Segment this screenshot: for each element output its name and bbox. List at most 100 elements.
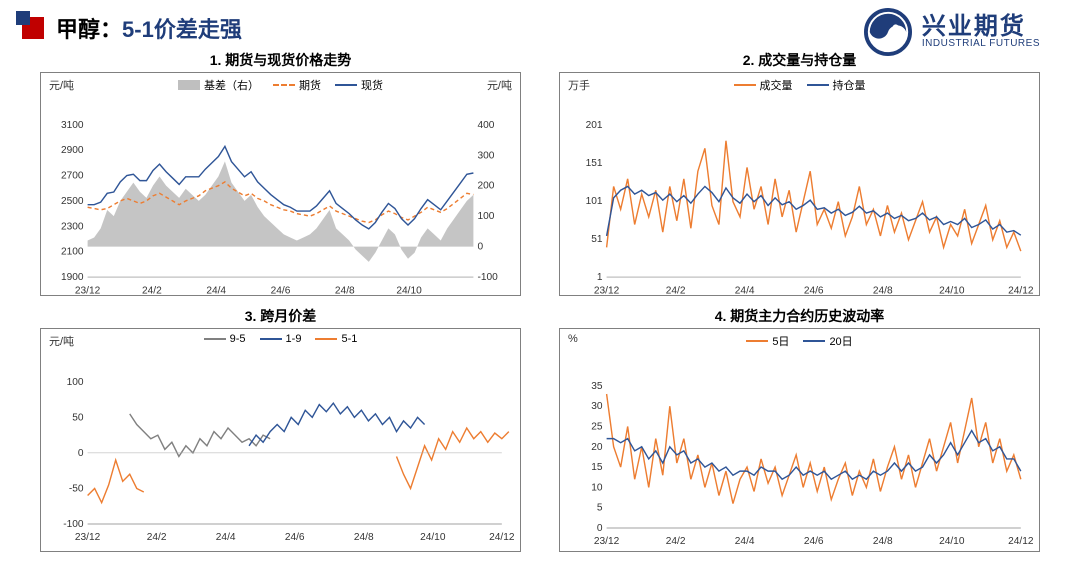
brand-logo: 兴业期货 INDUSTRIAL FUTURES [864,8,1040,56]
chart4-unit-left: % [568,333,578,345]
chart3-plot: -100 -50 0 50 100 23/12 24/2 24/4 24/6 24/8 24/10 2… [47,347,514,563]
svg-text:24/2: 24/2 [147,532,167,543]
svg-text:24/10: 24/10 [396,285,422,296]
svg-text:100: 100 [67,377,84,388]
svg-text:0: 0 [477,242,483,253]
svg-text:24/6: 24/6 [804,536,824,547]
chart-2: 万手 成交量持仓量 15110115120123/1224/224/424/62… [559,72,1040,296]
panel-1: 1. 期货与现货价格走势 元/吨 元/吨 基差（右） 期货现货 1900 2100 2… [40,50,521,296]
svg-text:24/4: 24/4 [735,285,755,296]
svg-text:24/2: 24/2 [666,536,686,547]
svg-text:2100: 2100 [61,247,84,258]
svg-text:24/8: 24/8 [873,536,893,547]
svg-text:50: 50 [72,412,84,423]
svg-text:30: 30 [591,401,603,412]
svg-text:35: 35 [591,381,603,392]
svg-text:5: 5 [597,503,603,514]
svg-text:10: 10 [591,482,603,493]
svg-text:24/8: 24/8 [354,532,374,543]
title-category: 甲醇： [56,17,122,42]
chart3-unit-left: 元/吨 [49,333,74,349]
legend-item: 基差（右） [178,77,259,93]
svg-text:2300: 2300 [61,221,84,232]
chart1-unit-right: 元/吨 [487,77,512,93]
chart4-legend: 5日 20日 [566,333,1033,349]
svg-text:2900: 2900 [61,145,84,156]
legend-item: 期货 [273,77,321,93]
svg-text:24/2: 24/2 [666,285,686,296]
svg-text:24/8: 24/8 [873,285,893,296]
svg-text:23/12: 23/12 [75,532,101,543]
chart4-plot: 0 5 10 15 20 25 30 35 23/12 24/2 24/4 24/6 24/8 24/10… [566,351,1033,567]
svg-text:-100: -100 [63,519,84,530]
svg-text:24/10: 24/10 [939,536,965,547]
chart1-legend: 基差（右） 期货现货 [47,77,514,93]
svg-text:300: 300 [477,150,494,161]
header: 甲醇：5-1价差走强 兴业期货 INDUSTRIAL FUTURES [0,0,1080,50]
svg-text:2500: 2500 [61,196,84,207]
svg-text:24/12: 24/12 [1008,285,1033,296]
legend-item: 成交量 [734,77,793,93]
svg-text:1: 1 [597,272,603,283]
svg-text:24/10: 24/10 [939,285,965,296]
panel-2: 2. 成交量与持仓量 万手 成交量持仓量 15110115120123/1224… [559,50,1040,296]
svg-text:1900: 1900 [61,272,84,283]
chart-1: 元/吨 元/吨 基差（右） 期货现货 1900 2100 2300 2500 2700 29… [40,72,521,296]
svg-text:15: 15 [591,462,603,473]
svg-text:400: 400 [477,120,494,131]
chart2-legend: 成交量持仓量 [566,77,1033,93]
legend-item: 1-9 [260,333,302,345]
svg-text:24/6: 24/6 [271,285,291,296]
svg-text:24/12: 24/12 [489,532,514,543]
svg-text:23/12: 23/12 [75,285,101,296]
legend-item: 20日 [803,333,852,349]
chart1-unit-left: 元/吨 [49,77,74,93]
svg-text:51: 51 [591,234,603,245]
logo-icon [864,8,912,56]
svg-text:24/6: 24/6 [285,532,305,543]
panel-3: 3. 跨月价差 元/吨 9-51-95-1 -100-5005010023/12… [40,306,521,552]
page-title: 甲醇：5-1价差走强 [56,12,242,44]
title-highlight: 5-1价差走强 [122,17,242,42]
svg-text:100: 100 [477,211,494,222]
svg-text:25: 25 [591,421,603,432]
svg-text:23/12: 23/12 [594,536,620,547]
svg-text:24/6: 24/6 [804,285,824,296]
svg-text:24/10: 24/10 [420,532,446,543]
svg-text:23/12: 23/12 [594,285,620,296]
legend-item: 9-5 [204,333,246,345]
svg-text:2700: 2700 [61,171,84,182]
svg-text:-100: -100 [477,272,498,283]
svg-text:201: 201 [586,120,603,131]
svg-text:24/8: 24/8 [335,285,355,296]
svg-text:200: 200 [477,181,494,192]
logo-text-cn: 兴业期货 [922,15,1040,39]
legend-item: 现货 [335,77,383,93]
svg-text:0: 0 [597,523,603,534]
svg-text:-50: -50 [69,483,84,494]
svg-text:24/12: 24/12 [1008,536,1033,547]
chart2-unit-left: 万手 [568,77,590,93]
svg-text:24/4: 24/4 [735,536,755,547]
legend-item: 5日 [746,333,789,349]
chart1-plot: 1900 2100 2300 2500 2700 2900 3100 -100 0 100 200 3… [47,95,514,311]
chart3-legend: 9-5 1-9 5-1 [47,333,514,345]
svg-text:24/2: 24/2 [142,285,162,296]
logo-text-en: INDUSTRIAL FUTURES [922,39,1040,49]
chart-grid: 1. 期货与现货价格走势 元/吨 元/吨 基差（右） 期货现货 1900 2100 2… [0,50,1080,564]
panel-1-title: 1. 期货与现货价格走势 [40,50,521,70]
svg-text:3100: 3100 [61,120,84,131]
svg-text:24/4: 24/4 [206,285,226,296]
legend-item: 持仓量 [807,77,866,93]
svg-text:24/4: 24/4 [216,532,236,543]
svg-text:151: 151 [586,158,603,169]
legend-item: 5-1 [315,333,357,345]
panel-4: 4. 期货主力合约历史波动率 % 5日20日 0510152025303523/… [559,306,1040,552]
chart-3: 元/吨 9-5 1-9 5-1 -100 -50 0 50 100 23/12 24/2 24/4… [40,328,521,552]
chart-4: % 5日 20日 0 5 10 15 20 25 30 35 23/12 24/2 24/4 24/6 2… [559,328,1040,552]
chart2-plot: 15110115120123/1224/224/424/624/824/1024… [566,95,1033,311]
svg-text:0: 0 [78,448,84,459]
svg-text:101: 101 [586,196,603,207]
svg-text:20: 20 [591,442,603,453]
header-decor [22,17,44,39]
